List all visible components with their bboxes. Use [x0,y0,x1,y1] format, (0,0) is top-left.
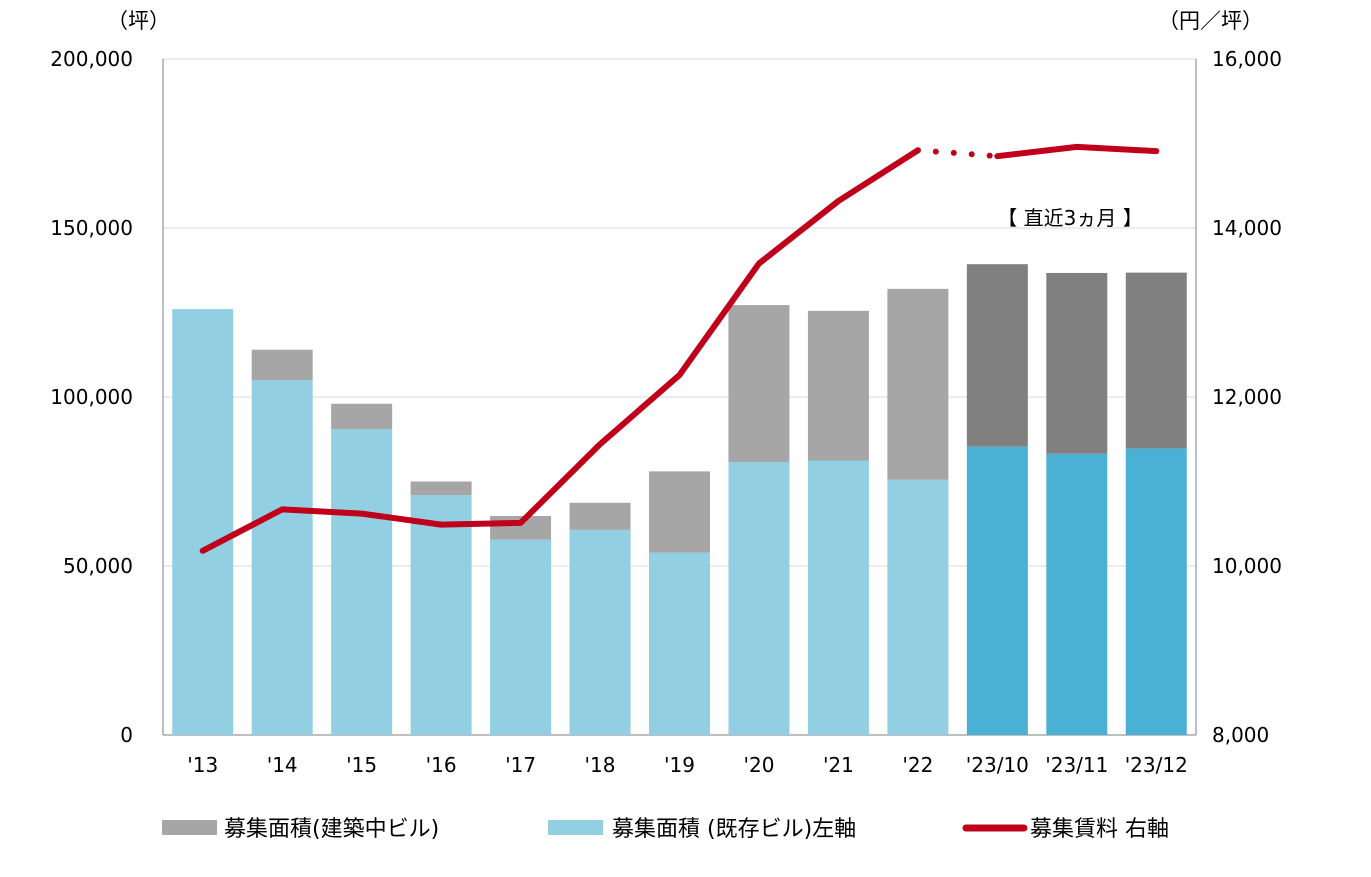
bar-existing [966,446,1028,735]
x-axis-tick-label: '13 [187,753,218,777]
bar-under-construction [569,502,631,530]
x-axis-tick-label: '23/11 [1045,753,1108,777]
x-axis-tick-label: '15 [346,753,377,777]
rent-line-solid [199,147,921,554]
x-axis-tick-label: '14 [267,753,298,777]
legend-label: 募集面積 (既存ビル)左軸 [612,817,856,842]
bar-existing [490,539,552,735]
right-axis-tick-label: 14,000 [1212,216,1282,240]
rent-line [199,143,1160,554]
legend-swatch [162,820,217,835]
right-axis: （円／坪） 8,000 10,000 12,000 14,000 16,000 [1158,9,1282,747]
legend-label: 募集賃料 右軸 [1030,817,1169,842]
legend-label: 募集面積(建築中ビル) [224,817,439,842]
bar-existing [569,529,631,735]
x-axis-tick-label: '21 [823,753,854,777]
bar-under-construction [966,264,1028,447]
left-axis-unit: （坪） [107,9,170,33]
bar-existing [1125,448,1187,735]
bar-under-construction [251,349,313,381]
bar-under-construction [410,481,472,496]
bar-under-construction [728,305,790,463]
x-axis-tick-label: '18 [585,753,616,777]
bar-existing [649,552,710,735]
rent-line-dotted [914,147,1001,160]
legend: 募集面積(建築中ビル) 募集面積 (既存ビル)左軸 募集賃料 右軸 [162,817,1169,842]
x-axis-tick-label: '19 [664,753,695,777]
bar-under-construction [649,471,710,553]
bar-under-construction [1125,272,1187,449]
right-axis-unit: （円／坪） [1158,9,1263,33]
bar-under-construction [331,403,393,430]
left-axis-tick-label: 0 [120,723,133,747]
rent-line-recent [994,143,1160,160]
x-axis-tick-label: '23/12 [1125,753,1188,777]
right-axis-tick-label: 10,000 [1212,554,1282,578]
bar-under-construction [807,310,869,461]
right-axis-tick-label: 8,000 [1212,723,1269,747]
x-axis-tick-label: '23/10 [966,753,1029,777]
legend-swatch [548,820,603,835]
bar-existing [728,462,790,735]
x-axis-tick-label: '20 [743,753,774,777]
recent-3-months-annotation: 【 直近3ヵ月 】 [997,206,1142,230]
bar-under-construction [1046,272,1108,454]
left-axis-tick-label: 50,000 [63,554,133,578]
x-axis: '13 '14 '15 '16 '17 '18 '19 '20 '21 '22 '23/10 '23/… [187,753,1188,777]
bar-existing [331,429,393,735]
bar-existing [887,479,949,735]
right-axis-tick-label: 16,000 [1212,47,1282,71]
bar-under-construction [887,288,949,480]
bar-existing [807,460,869,735]
bar-existing [1046,453,1108,735]
bars [172,264,1187,735]
left-axis-tick-label: 150,000 [50,216,133,240]
left-axis-tick-label: 100,000 [50,385,133,409]
x-axis-tick-label: '22 [902,753,933,777]
bar-existing [410,495,472,735]
bar-existing [251,380,313,735]
right-axis-tick-label: 12,000 [1212,385,1282,409]
left-axis: （坪） 0 50,000 100,000 150,000 200,000 [50,9,170,747]
x-axis-tick-label: '17 [505,753,536,777]
left-axis-tick-label: 200,000 [50,47,133,71]
bar-existing [172,309,234,735]
x-axis-tick-label: '16 [426,753,457,777]
